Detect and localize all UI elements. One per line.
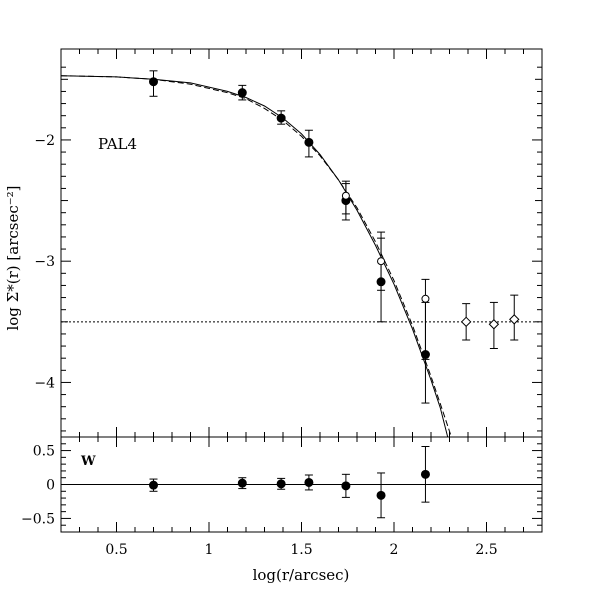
data-point-open xyxy=(341,191,350,200)
main-frame xyxy=(60,48,543,438)
data-point-filled xyxy=(276,113,286,123)
x-tick-label: 0.5 xyxy=(105,542,127,558)
panel-annotation-pal4: PAL4 xyxy=(98,135,137,153)
residual-point xyxy=(237,478,247,488)
main-y-tick-label: −3 xyxy=(34,254,55,270)
panel-annotation-w: W xyxy=(80,454,96,469)
data-point-diamond xyxy=(460,316,472,328)
data-point-diamond xyxy=(488,319,500,330)
x-tick-label: 1 xyxy=(205,542,214,558)
main-y-tick-label: −4 xyxy=(34,375,55,391)
x-tick-label: 1.5 xyxy=(290,542,312,558)
data-point-filled xyxy=(149,77,158,87)
residual-point xyxy=(341,481,351,491)
residual-y-tick-label: 0 xyxy=(46,478,55,494)
residual-point xyxy=(304,477,314,487)
main-y-tick-label: −2 xyxy=(34,133,55,149)
residual-point xyxy=(376,490,386,500)
residual-y-tick-label: 0.5 xyxy=(33,444,55,460)
residual-y-tick-label: −0.5 xyxy=(21,511,55,527)
residual-panel: 0.5 1 1.5 2 2.5 0.5 0 −0.5 xyxy=(21,436,543,558)
main-y-axis-label: log Σ*(r) [arcsec⁻²] xyxy=(4,185,22,330)
data-point-open xyxy=(377,257,386,266)
data-point-filled xyxy=(237,88,247,98)
data-point-filled xyxy=(304,137,314,147)
data-point-diamond xyxy=(509,314,520,325)
residual-point xyxy=(276,479,286,489)
model-curve-dashed xyxy=(61,75,452,437)
residual-point xyxy=(149,480,158,490)
data-point-open xyxy=(421,294,430,303)
main-panel: −4 −3 −2 xyxy=(34,48,543,438)
model-curve-solid xyxy=(61,75,449,437)
x-axis-label: log(r/arcsec) xyxy=(253,566,350,584)
x-tick-label: 2 xyxy=(390,542,399,558)
x-tick-label: 2.5 xyxy=(475,542,497,558)
residual-point xyxy=(420,469,430,479)
